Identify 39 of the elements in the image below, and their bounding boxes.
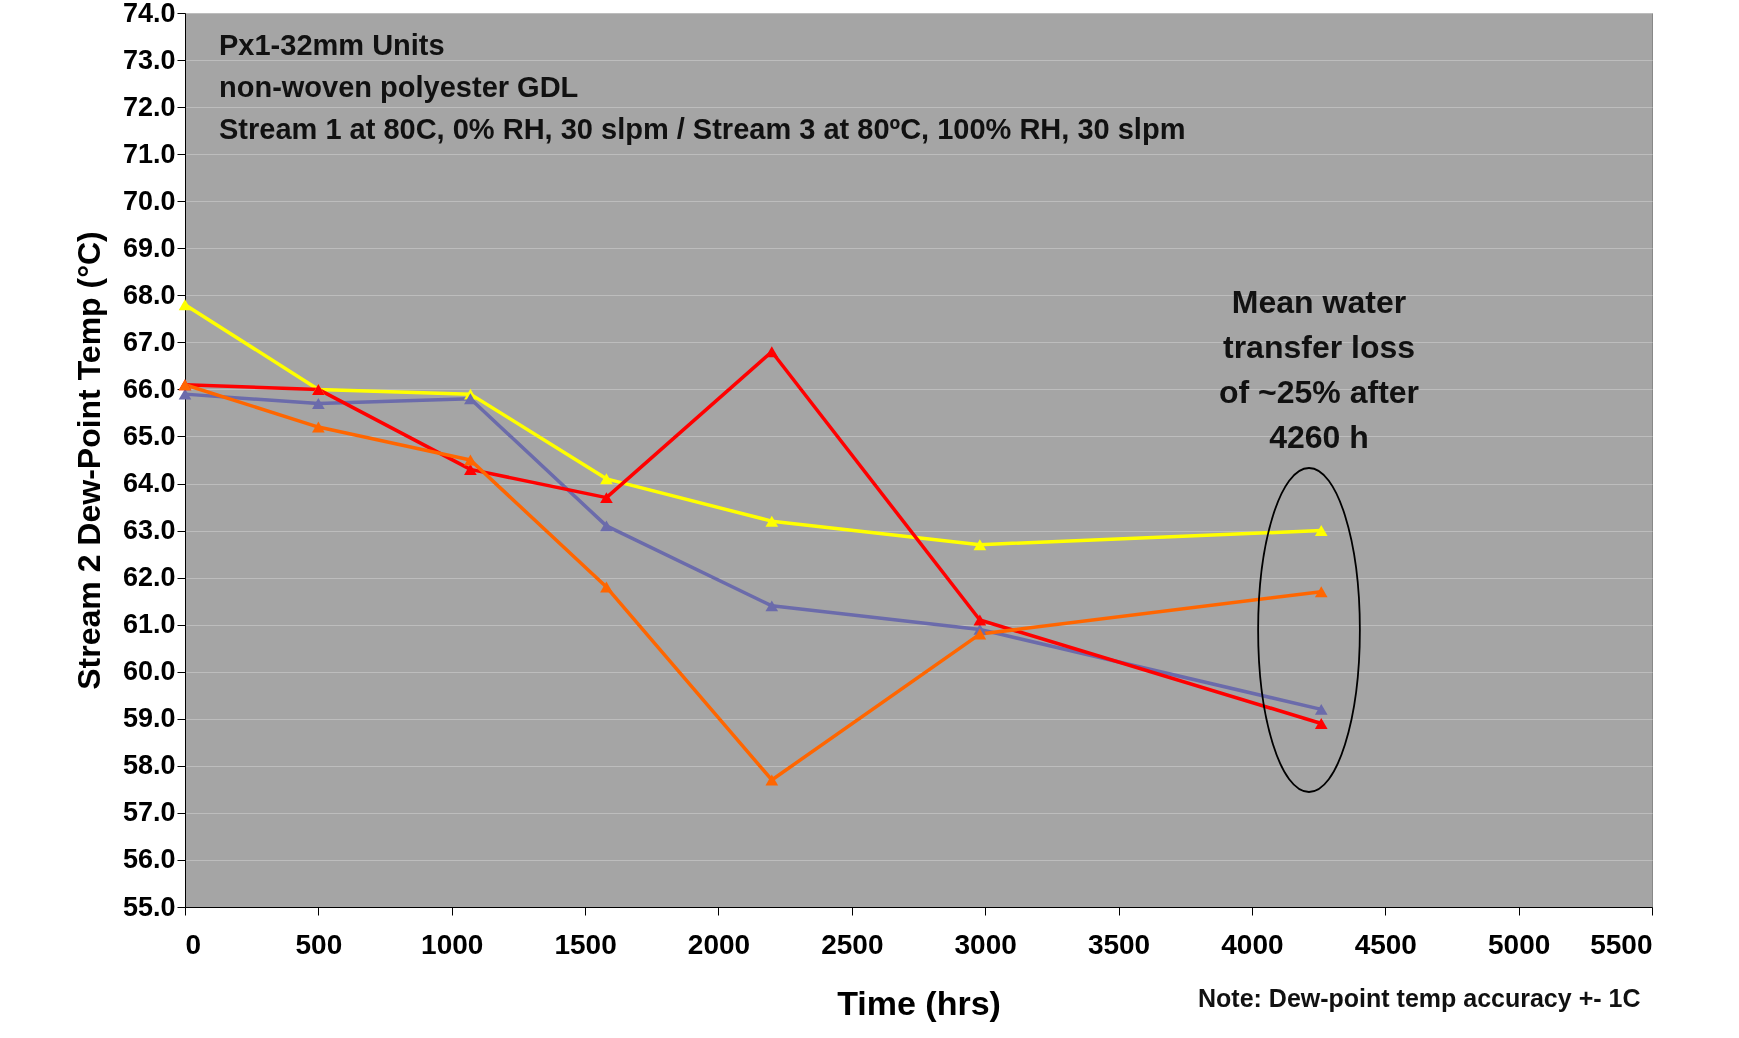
y-tick-label: 74.0 bbox=[122, 0, 176, 28]
y-tick-label: 67.0 bbox=[122, 326, 176, 357]
x-tick-label: 2500 bbox=[821, 928, 884, 960]
x-tick-label: 1500 bbox=[554, 928, 617, 960]
y-tick-label: 60.0 bbox=[122, 656, 176, 687]
y-tick-label: 71.0 bbox=[122, 138, 176, 169]
y-tick-label: 62.0 bbox=[122, 562, 176, 593]
y-tick-label: 64.0 bbox=[122, 468, 176, 499]
text: Note: Dew-point temp accuracy +- 1C bbox=[1198, 984, 1641, 1012]
x-tick-label: 500 bbox=[295, 928, 343, 960]
y-tick-label: 69.0 bbox=[122, 232, 176, 263]
x-tick-label: 4500 bbox=[1354, 928, 1417, 960]
annotation: Stream 1 at 80C, 0% RH, 30 slpm / Stream 3 at 80ºC, 100% RH, 30 slpm bbox=[219, 113, 1186, 145]
y-tick-label: 56.0 bbox=[122, 844, 176, 875]
y-tick-label: 57.0 bbox=[122, 797, 176, 828]
y-tick-label: 65.0 bbox=[122, 420, 176, 451]
annotation: non-woven polyester GDL bbox=[219, 71, 579, 103]
annotation: Mean water transfer loss of ~25% after 4260 h bbox=[1218, 284, 1420, 455]
y-tick-label: 55.0 bbox=[122, 891, 176, 922]
x-tick-label: 5000 bbox=[1487, 928, 1551, 960]
x-tick-label: 0 bbox=[185, 928, 202, 960]
x-tick-label: 2000 bbox=[687, 928, 751, 960]
x-tick-label: 3000 bbox=[954, 928, 1017, 960]
x-tick-label: 3500 bbox=[1087, 928, 1151, 960]
y-axis-title: Stream 2 Dew-Point Temp (°C) bbox=[70, 231, 107, 690]
y-tick-label: 59.0 bbox=[122, 703, 176, 734]
x-tick-label: 5500 bbox=[1590, 928, 1653, 960]
x-tick-label: 4000 bbox=[1221, 928, 1284, 960]
y-tick-label: 66.0 bbox=[122, 373, 176, 404]
x-tick-label: 1000 bbox=[421, 928, 484, 960]
x-axis-title: Time (hrs) bbox=[837, 983, 1001, 1022]
y-tick-label: 72.0 bbox=[122, 91, 176, 122]
annotation: Px1-32mm Units bbox=[219, 29, 445, 61]
y-tick-label: 70.0 bbox=[122, 185, 176, 216]
y-tick-label: 63.0 bbox=[122, 515, 176, 546]
y-tick-label: 58.0 bbox=[122, 750, 176, 781]
y-tick-label: 68.0 bbox=[122, 279, 176, 310]
y-tick-label: 73.0 bbox=[122, 44, 176, 75]
y-tick-label: 61.0 bbox=[122, 609, 176, 640]
